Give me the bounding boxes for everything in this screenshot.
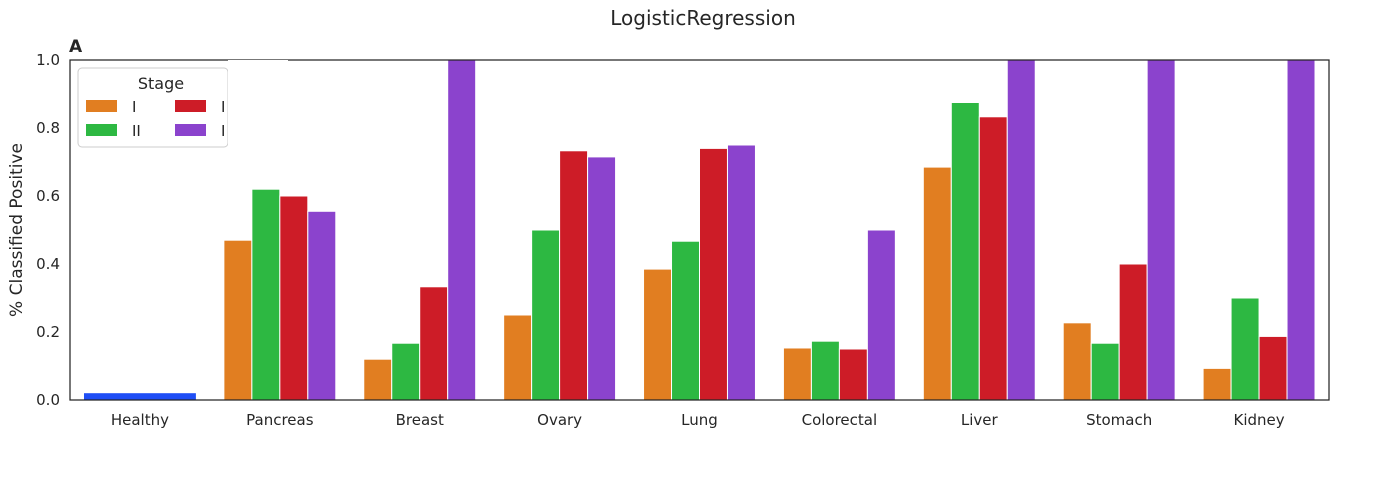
x-tick-label: Healthy — [111, 411, 169, 429]
bars-group — [83, 59, 1316, 401]
bar-kidney-stage-iii — [1258, 335, 1288, 401]
y-tick-label: 0.0 — [36, 391, 60, 409]
y-tick-label: 1.0 — [36, 51, 60, 69]
legend-swatch — [86, 100, 117, 112]
bar-stomach-stage-iv — [1146, 59, 1176, 401]
chart-title: LogisticRegression — [610, 6, 796, 30]
bar-liver-stage-iv — [1006, 59, 1036, 401]
legend-swatch — [175, 100, 206, 112]
bar-kidney-stage-ii — [1230, 297, 1260, 401]
bar-ovary-stage-ii — [531, 229, 561, 401]
y-tick-label: 0.6 — [36, 187, 60, 205]
x-tick-label: Pancreas — [246, 411, 314, 429]
bar-pancreas-stage-iii — [279, 195, 309, 401]
bar-liver-stage-iii — [978, 116, 1008, 401]
x-tick-label: Liver — [961, 411, 999, 429]
x-tick-label: Ovary — [537, 411, 582, 429]
bar-stomach-stage-iii — [1118, 263, 1148, 401]
bar-stomach-stage-ii — [1090, 342, 1120, 401]
bar-kidney-stage-iv — [1286, 59, 1316, 401]
x-tick-label: Colorectal — [802, 411, 878, 429]
bar-pancreas-stage-ii — [251, 188, 281, 401]
legend-label: I — [132, 98, 136, 116]
bar-ovary-stage-i — [503, 314, 533, 401]
bar-ovary-stage-iv — [587, 156, 617, 401]
x-tick-label: Kidney — [1233, 411, 1284, 429]
x-tick-label: Stomach — [1086, 411, 1152, 429]
legend-label: I — [221, 98, 225, 116]
bar-liver-stage-i — [922, 166, 952, 401]
bar-pancreas-stage-i — [223, 239, 253, 401]
bar-breast-stage-ii — [391, 342, 421, 401]
bar-colorectal-stage-i — [782, 347, 812, 401]
bar-pancreas-stage-iv — [307, 210, 337, 401]
legend-title: Stage — [138, 74, 184, 93]
y-tick-label: 0.2 — [36, 323, 60, 341]
bar-breast-stage-iii — [419, 286, 449, 401]
bar-kidney-stage-i — [1202, 367, 1232, 401]
bar-healthy — [83, 393, 196, 400]
bar-colorectal-stage-iv — [866, 229, 896, 401]
legend-swatch — [175, 124, 206, 136]
bar-lung-stage-iii — [699, 147, 728, 401]
legend-label: II — [132, 122, 141, 140]
y-ticks-group: 0.0 0.2 0.4 0.6 0.8 1.0 — [36, 51, 60, 409]
plot-frame — [69, 59, 1330, 401]
legend-label: I — [221, 122, 225, 140]
panel-label: A — [69, 37, 83, 57]
bar-lung-stage-iv — [726, 144, 756, 401]
bar-breast-stage-i — [363, 358, 393, 401]
bar-lung-stage-ii — [671, 240, 700, 401]
legend-clip-mask — [228, 60, 288, 160]
bar-colorectal-stage-iii — [838, 348, 868, 401]
bar-colorectal-stage-ii — [810, 340, 840, 401]
y-tick-label: 0.8 — [36, 119, 60, 137]
bar-ovary-stage-iii — [559, 150, 589, 401]
bar-stomach-stage-i — [1062, 322, 1092, 401]
bar-liver-stage-ii — [950, 102, 980, 401]
y-tick-label: 0.4 — [36, 255, 60, 273]
x-ticks-group: Healthy Pancreas Breast Ovary Lung Colorectal… — [111, 411, 1285, 429]
bar-lung-stage-i — [643, 268, 673, 401]
x-tick-label: Lung — [681, 411, 718, 429]
y-axis-label: % Classified Positive — [7, 143, 27, 317]
x-tick-label: Breast — [396, 411, 444, 429]
bar-breast-stage-iv — [447, 59, 477, 401]
legend-swatch — [86, 124, 117, 136]
